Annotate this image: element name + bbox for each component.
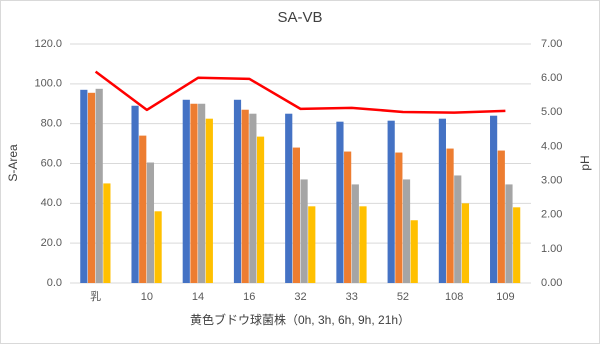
bar xyxy=(336,121,344,283)
bar xyxy=(308,206,316,283)
bar xyxy=(513,207,521,283)
bar xyxy=(205,118,213,283)
bar xyxy=(490,115,498,283)
y-tick-label: 100.0 xyxy=(34,78,62,90)
x-tick-label: 乳 xyxy=(90,290,101,303)
bar xyxy=(402,179,411,283)
bar xyxy=(285,113,293,283)
bar xyxy=(359,206,367,283)
x-tick-label: 14 xyxy=(192,291,204,303)
x-axis-title: 黄色ブドウ球菌株（0h, 3h, 6h, 9h, 21h） xyxy=(190,312,410,327)
y2-tick-label: 5.00 xyxy=(541,106,562,118)
x-tick-label: 10 xyxy=(141,291,153,303)
bar xyxy=(146,162,155,283)
bar xyxy=(300,179,308,283)
bar xyxy=(387,120,395,283)
bar xyxy=(198,103,206,283)
y2-tick-label: 3.00 xyxy=(541,174,562,186)
bar xyxy=(131,105,139,283)
y2-tick-label: 6.00 xyxy=(541,72,562,84)
y-tick-label: 20.0 xyxy=(41,237,62,249)
bar xyxy=(80,89,88,283)
bar xyxy=(103,183,111,283)
y-tick-label: 0.0 xyxy=(47,277,62,289)
bar xyxy=(461,203,470,283)
y-tick-label: 80.0 xyxy=(41,118,62,130)
bar xyxy=(190,103,198,283)
bar xyxy=(395,152,403,283)
x-tick-label: 16 xyxy=(243,291,255,303)
x-tick-label: 108 xyxy=(445,291,463,303)
bar xyxy=(154,211,162,283)
bar xyxy=(292,147,300,283)
x-tick-label: 52 xyxy=(397,291,409,303)
bar xyxy=(446,148,454,283)
bar xyxy=(139,135,147,283)
bar xyxy=(454,175,462,283)
y-tick-label: 60.0 xyxy=(41,157,62,169)
bar xyxy=(241,109,249,283)
y2-axis-title: pH xyxy=(578,155,592,170)
y2-tick-label: 2.00 xyxy=(541,209,562,221)
bar xyxy=(182,99,190,284)
bar xyxy=(505,184,513,283)
y2-tick-label: 7.00 xyxy=(541,38,562,50)
bar xyxy=(351,184,359,283)
bar xyxy=(410,220,418,283)
x-tick-label: 109 xyxy=(496,291,514,303)
x-tick-label: 32 xyxy=(294,291,306,303)
y2-tick-label: 0.00 xyxy=(541,277,562,289)
chart-title: SA-VB xyxy=(277,9,322,26)
bar xyxy=(497,150,505,283)
y-tick-label: 120.0 xyxy=(34,38,62,50)
bar xyxy=(438,118,446,283)
bar xyxy=(249,113,257,283)
y2-tick-label: 1.00 xyxy=(541,243,562,255)
line-series xyxy=(94,70,506,114)
x-tick-label: 33 xyxy=(346,291,358,303)
bar xyxy=(233,99,242,284)
bar xyxy=(95,88,103,283)
y-axis-title: S-Area xyxy=(6,144,20,182)
bar xyxy=(344,151,352,283)
y2-tick-label: 4.00 xyxy=(541,140,562,152)
bar xyxy=(87,92,96,283)
y-tick-label: 40.0 xyxy=(41,197,62,209)
bar xyxy=(256,136,265,283)
